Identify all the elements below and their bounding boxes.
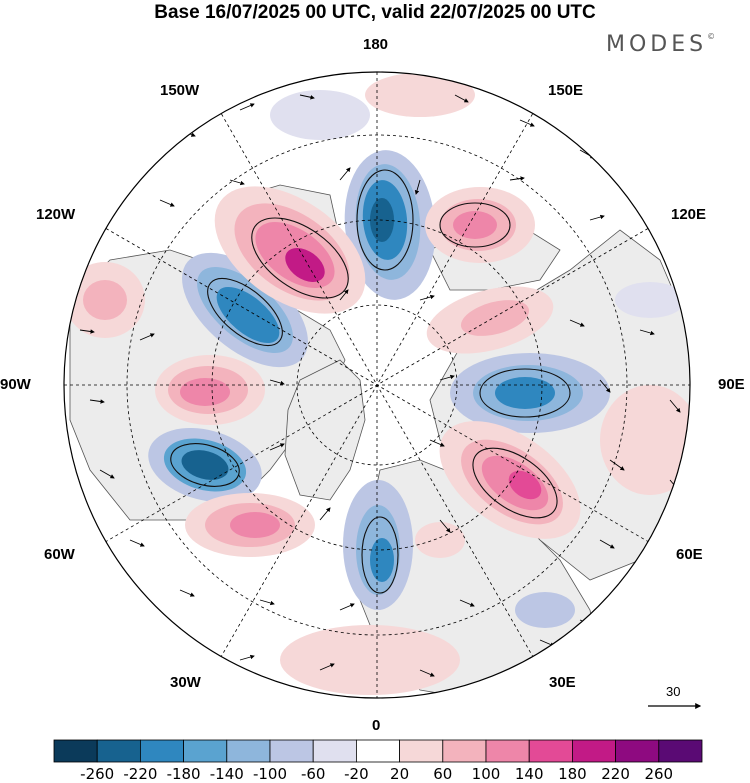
colorbar-tick-label: 220	[601, 765, 630, 783]
colorbar-tick-label: -180	[167, 765, 201, 783]
colorbar-tick-label: 20	[390, 765, 409, 783]
colorbar-tick-label: -260	[80, 765, 114, 783]
colorbar-swatch	[226, 739, 271, 763]
lon-label-90w: 90W	[0, 376, 31, 393]
lon-label-120e: 120E	[671, 206, 707, 223]
lon-label-60e: 60E	[676, 546, 703, 563]
colorbar-swatch	[312, 739, 357, 763]
colorbar-swatch	[615, 739, 660, 763]
colorbar-tick-label: -20	[344, 765, 369, 783]
colorbar-swatch	[399, 739, 444, 763]
graticule	[64, 72, 690, 698]
lon-label-150w: 150W	[160, 82, 200, 99]
colorbar-swatch	[183, 739, 228, 763]
colorbar-swatch	[355, 739, 400, 763]
colorbar-tick-label: -140	[210, 765, 244, 783]
reference-vector-value: 30	[666, 684, 681, 699]
colorbar-tick-label: -60	[301, 765, 326, 783]
colorbar-tick-label: 180	[558, 765, 587, 783]
colorbar-swatch	[53, 739, 98, 763]
colorbar-swatch	[269, 739, 314, 763]
map-disc	[64, 72, 690, 698]
positive-anomalies	[65, 73, 690, 695]
lon-label-60w: 60W	[44, 546, 75, 563]
lon-label-90e: 90E	[718, 376, 745, 393]
colorbar-swatch	[572, 739, 617, 763]
colorbar-tick-label: -100	[253, 765, 287, 783]
lon-label-30e: 30E	[549, 674, 576, 691]
lon-label-150e: 150E	[548, 82, 584, 99]
colorbar-swatch	[485, 739, 530, 763]
brand-text: MODES	[606, 32, 708, 57]
colorbar-swatch	[658, 739, 703, 763]
lon-label-120w: 120W	[36, 206, 76, 223]
colorbar-swatch	[96, 739, 141, 763]
colorbar-tick-label: 140	[515, 765, 544, 783]
colorbar: -260 -220 -180 -140 -100 -60 -20 20 60 100 140 180 2…	[53, 739, 703, 783]
copyright-mark: ©	[707, 32, 716, 41]
map-boundary	[63, 71, 691, 699]
map-title: Base 16/07/2025 00 UTC, valid 22/07/2025…	[154, 2, 596, 23]
colorbar-tick-label: 60	[433, 765, 452, 783]
colorbar-tick-label: -220	[123, 765, 157, 783]
lon-label-0: 0	[372, 717, 381, 734]
colorbar-swatch	[442, 739, 487, 763]
colorbar-tick-label: 100	[472, 765, 501, 783]
colorbar-swatch	[139, 739, 184, 763]
lon-label-30w: 30W	[170, 674, 201, 691]
colorbar-swatch	[528, 739, 573, 763]
modes-logo: MODES©	[606, 32, 715, 57]
colorbar-tick-label: 260	[644, 765, 673, 783]
lon-label-180: 180	[363, 36, 389, 53]
